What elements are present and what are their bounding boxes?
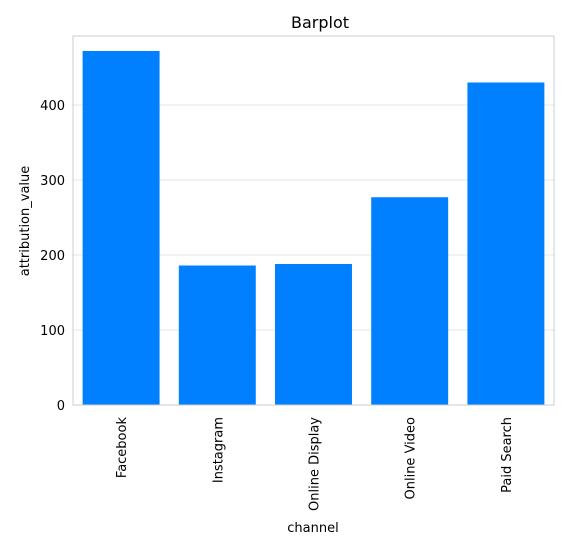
bar-paid-search bbox=[467, 82, 545, 405]
bar-online-display bbox=[275, 264, 352, 405]
y-tick-label: 100 bbox=[40, 324, 65, 339]
y-axis-label: attribution_value bbox=[18, 166, 33, 277]
y-tick-label: 300 bbox=[40, 174, 65, 189]
x-tick-label: Online Display bbox=[308, 417, 323, 511]
y-tick-label: 200 bbox=[40, 249, 65, 264]
x-tick-label: Instagram bbox=[211, 417, 226, 483]
x-tick-label: Facebook bbox=[115, 417, 130, 479]
y-tick-label: 0 bbox=[57, 399, 65, 414]
plot-frame bbox=[72, 35, 555, 406]
y-ticks: 0 100 200 300 400 bbox=[40, 99, 65, 414]
x-axis-label: channel bbox=[287, 521, 338, 536]
bar-facebook bbox=[82, 51, 160, 405]
bar-instagram bbox=[178, 265, 256, 405]
x-ticks: Facebook Instagram Online Display Online Vi… bbox=[115, 417, 515, 511]
chart-title: Barplot bbox=[291, 13, 349, 32]
bars-layer bbox=[82, 51, 545, 405]
x-tick-label: Paid Search bbox=[500, 417, 515, 493]
x-tick-label: Online Video bbox=[404, 417, 419, 500]
y-tick-label: 400 bbox=[40, 99, 65, 114]
bar-online-video bbox=[371, 197, 449, 405]
